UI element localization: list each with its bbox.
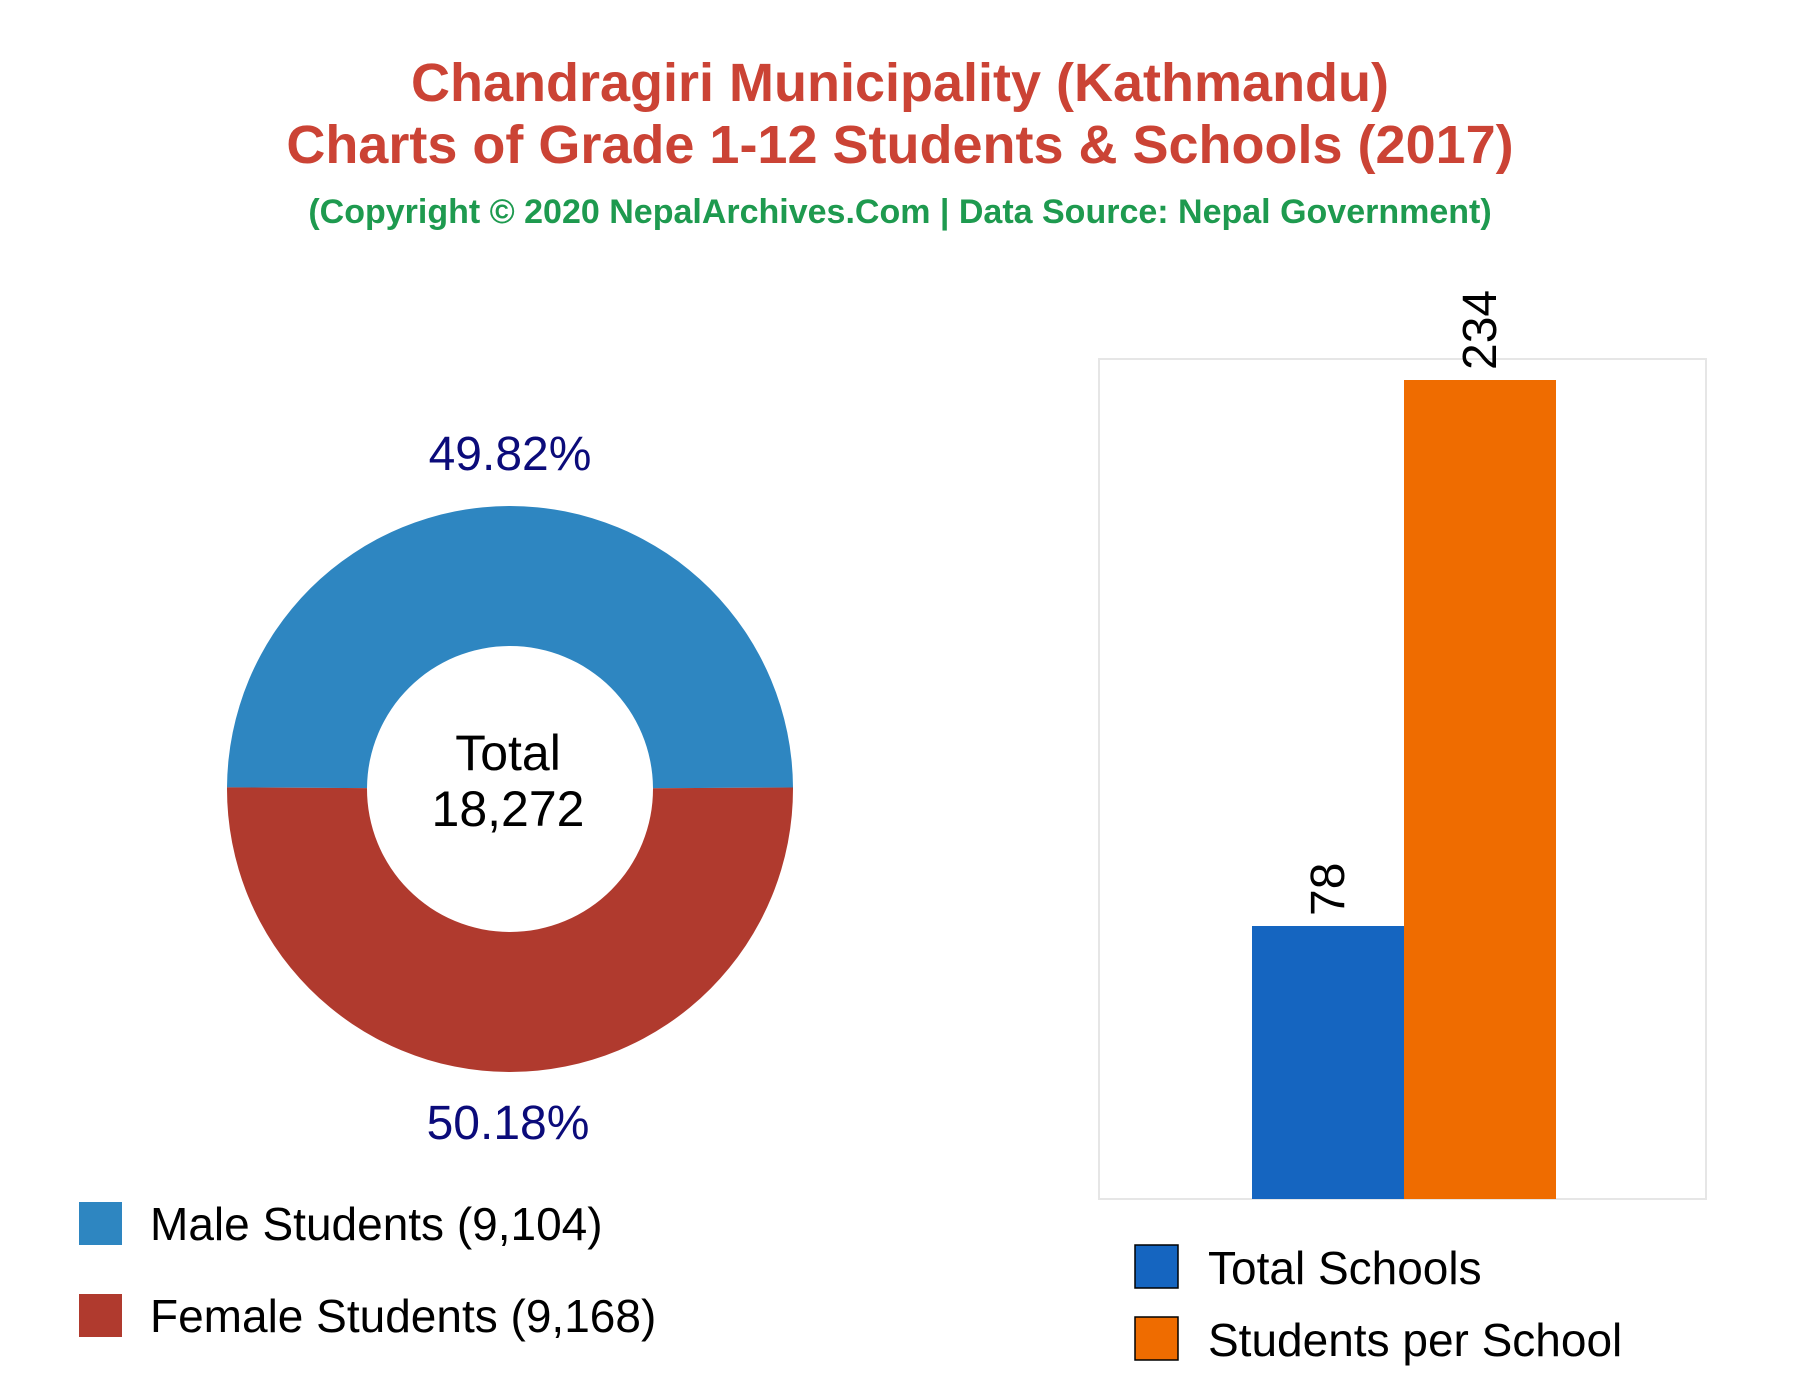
legend-label-total-schools: Total Schools xyxy=(1208,1242,1482,1294)
bar-label-total-schools: 78 xyxy=(1302,863,1355,916)
legend-label-female: Female Students (9,168) xyxy=(150,1290,656,1342)
chart-subtitle: (Copyright © 2020 NepalArchives.Com | Da… xyxy=(308,193,1492,231)
legend-label-students-per-school: Students per School xyxy=(1208,1314,1622,1366)
legend-swatch-students-per-school xyxy=(1134,1316,1179,1361)
donut-center-value: 18,272 xyxy=(432,781,585,837)
female-percent-label: 50.18% xyxy=(427,1097,590,1150)
chart-title-line2: Charts of Grade 1-12 Students & Schools … xyxy=(286,115,1514,175)
donut-slice-male xyxy=(227,506,793,789)
bar-total-schools xyxy=(1252,926,1404,1199)
bar-label-students-per-school: 234 xyxy=(1454,290,1507,370)
legend-label-male: Male Students (9,104) xyxy=(150,1198,603,1250)
donut-center-label: Total xyxy=(455,725,561,781)
male-percent-label: 49.82% xyxy=(429,428,592,481)
legend-swatch-female xyxy=(79,1294,122,1337)
chart-title-line1: Chandragiri Municipality (Kathmandu) xyxy=(410,53,1390,113)
donut-slice-female xyxy=(227,787,793,1073)
legend-swatch-total-schools xyxy=(1134,1244,1179,1289)
bar-students-per-school xyxy=(1404,380,1556,1199)
bar-chart: 78 234 xyxy=(1252,290,1556,1199)
legend-swatch-male xyxy=(79,1202,122,1245)
donut-chart xyxy=(227,506,793,1073)
